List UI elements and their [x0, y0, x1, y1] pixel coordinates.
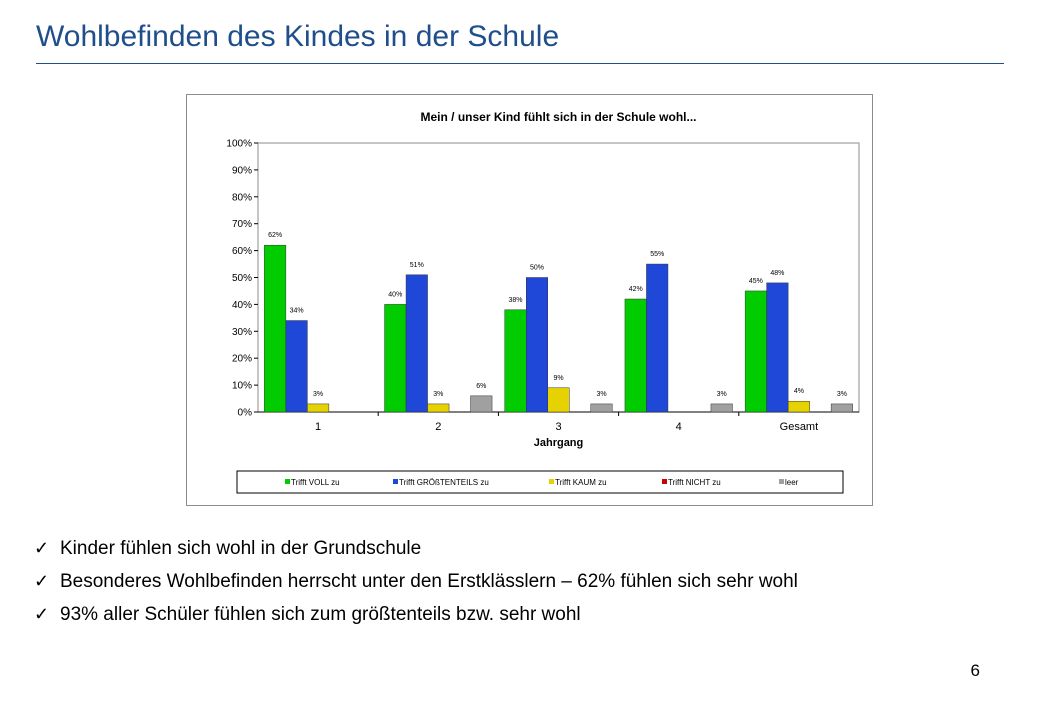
data-label: 48% — [770, 270, 784, 277]
legend-swatch — [779, 479, 784, 484]
bar — [547, 387, 570, 413]
y-tick-label: 10% — [232, 381, 252, 392]
legend-label: Trifft NICHT zu — [668, 478, 721, 487]
x-tick-label: 2 — [435, 421, 441, 433]
bar — [470, 395, 493, 413]
data-label: 3% — [717, 391, 727, 398]
y-tick-label: 70% — [232, 219, 252, 230]
bar — [830, 403, 853, 413]
chart-frame: Mein / unser Kind fühlt sich in der Schu… — [186, 94, 873, 506]
bar — [624, 298, 647, 413]
check-icon: ✓ — [34, 571, 50, 591]
data-label: 55% — [650, 251, 664, 258]
bullet-text: Kinder fühlen sich wohl in der Grundschu… — [60, 538, 422, 559]
y-tick-label: 0% — [238, 408, 253, 419]
bullet-item: ✓ Kinder fühlen sich wohl in der Grundsch… — [34, 534, 798, 567]
chart-title: Mein / unser Kind fühlt sich in der Schu… — [420, 110, 696, 124]
legend-swatch — [549, 479, 554, 484]
x-axis-label: Jahrgang — [534, 437, 584, 449]
bullet-item: ✓ Besonderes Wohlbefinden herrscht unter … — [34, 567, 798, 600]
check-icon: ✓ — [34, 538, 50, 558]
bar-chart: Mein / unser Kind fühlt sich in der Schu… — [226, 110, 860, 494]
x-tick-label: 4 — [676, 421, 682, 433]
y-tick-label: 30% — [232, 327, 252, 338]
data-label: 34% — [290, 308, 304, 315]
bullet-item: ✓ 93% aller Schüler fühlen sich zum größt… — [34, 600, 798, 633]
bar — [646, 263, 669, 413]
bar — [405, 274, 428, 413]
legend-box — [236, 470, 844, 494]
legend-label: leer — [785, 478, 799, 487]
data-label: 3% — [837, 391, 847, 398]
title-divider — [36, 63, 1004, 64]
bar — [526, 277, 548, 413]
x-tick-label: 1 — [315, 421, 321, 433]
bar — [285, 320, 308, 413]
data-label: 3% — [433, 391, 443, 398]
data-label: 42% — [629, 286, 643, 293]
bar — [710, 403, 733, 413]
bar — [427, 403, 450, 413]
bar — [504, 309, 527, 413]
slide-title: Wohlbefinden des Kindes in der Schule — [36, 20, 560, 53]
data-label: 40% — [388, 291, 402, 298]
y-tick-label: 60% — [232, 246, 252, 257]
legend-swatch — [393, 479, 398, 484]
data-label: 3% — [596, 391, 606, 398]
data-label: 3% — [313, 391, 323, 398]
data-label: 62% — [268, 232, 282, 239]
legend-label: Trifft KAUM zu — [555, 478, 607, 487]
legend-swatch — [662, 479, 667, 484]
legend-swatch — [285, 479, 290, 484]
bar — [766, 282, 789, 413]
page-number: 6 — [970, 661, 980, 680]
bar — [307, 403, 330, 413]
bullet-text: 93% aller Schüler fühlen sich zum größte… — [60, 604, 581, 625]
x-tick-label: Gesamt — [780, 421, 819, 433]
legend-label: Trifft VOLL zu — [291, 478, 340, 487]
data-label: 6% — [476, 383, 486, 390]
y-tick-label: 90% — [232, 165, 252, 176]
bar — [264, 244, 287, 413]
data-label: 4% — [794, 388, 804, 395]
bar — [744, 290, 767, 413]
data-label: 45% — [749, 278, 763, 285]
data-label: 50% — [530, 265, 544, 272]
y-tick-label: 50% — [232, 273, 252, 284]
bar — [787, 400, 810, 413]
bullet-list: ✓ Kinder fühlen sich wohl in der Grundsch… — [34, 534, 798, 633]
y-tick-label: 80% — [232, 192, 252, 203]
x-tick-label: 3 — [555, 421, 561, 433]
bar — [384, 304, 407, 413]
y-tick-label: 100% — [226, 139, 252, 150]
bullet-text: Besonderes Wohlbefinden herrscht unter d… — [60, 571, 798, 592]
y-tick-label: 20% — [232, 354, 252, 365]
data-label: 38% — [508, 297, 522, 304]
legend-label: Trifft GRÖßTENTEILS zu — [399, 478, 489, 487]
data-label: 9% — [553, 375, 563, 382]
bar — [590, 403, 613, 413]
data-label: 51% — [410, 262, 424, 269]
check-icon: ✓ — [34, 604, 50, 624]
y-tick-label: 40% — [232, 300, 252, 311]
